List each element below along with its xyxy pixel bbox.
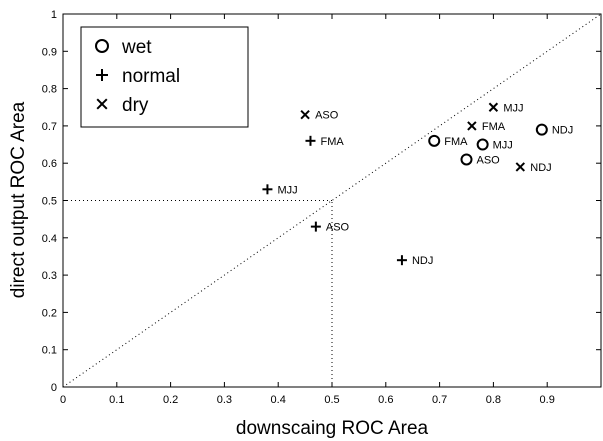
y-tick-label: 0.3 [42,270,57,282]
x-tick-label: 0.2 [163,394,178,406]
x-tick-label: 0.8 [486,394,501,406]
y-tick-label: 0.9 [42,46,57,58]
point-label: ASO [315,110,339,122]
legend-marker-normal [96,69,108,81]
point-label: MJJ [277,184,297,196]
x-tick-label: 0.1 [109,394,124,406]
dry-point-mjj [488,102,499,112]
y-tick-label: 0.2 [42,307,57,319]
x-tick-label: 0.4 [271,394,286,406]
legend-marker-dry [96,98,108,110]
x-tick-label: 0.7 [432,394,447,406]
x-tick-label: 0.9 [540,394,555,406]
normal-point-ndj [396,255,407,266]
dry-point-ndj [515,162,526,172]
y-tick-label: 0.4 [42,233,57,245]
point-label: ASO [326,222,350,234]
point-label: NDJ [552,125,573,137]
legend-marker-wet [95,39,109,53]
normal-point-aso [310,221,321,232]
dry-point-aso [300,110,310,120]
point-label: NDJ [412,255,433,267]
axis-ticks: 0 0.1 0.2 0.3 0.4 0.5 0.6 0.7 0.8 0.9 0 0.1 0.2 0.3 0.… [42,9,601,406]
y-tick-label: 0.5 [42,196,57,208]
reference-lines [62,13,602,388]
data-points: FMA MJJ ASO NDJ FMA MJJ ASO NDJ ASO FMA MJJ NDJ [262,102,573,267]
legend-entry-wet: wet [121,37,152,58]
point-label: ASO [477,154,501,166]
wet-point-fma [428,134,441,147]
point-label: MJJ [493,140,513,152]
point-label: FMA [482,121,506,133]
point-label: MJJ [503,102,523,114]
y-tick-label: 0.1 [42,345,57,357]
normal-point-mjj [262,184,273,195]
y-tick-label: 0 [51,382,57,394]
legend-box [80,26,249,128]
y-axis-label: direct output ROC Area [8,101,29,298]
wet-point-aso [460,153,473,166]
y-tick-label: 0.7 [42,121,57,133]
legend-entry-normal: normal [122,66,180,87]
x-tick-label: 0.5 [324,394,339,406]
y-tick-label: 0.8 [42,84,57,96]
y-tick-label: 0.6 [42,158,57,170]
point-label: NDJ [530,162,551,174]
wet-point-ndj [535,123,548,136]
wet-point-mjj [476,138,489,151]
y-tick-label: 1 [51,9,57,21]
x-tick-label: 0 [60,394,66,406]
legend: wet normal dry [80,26,249,128]
dry-point-fma [467,121,477,131]
point-label: FMA [320,136,344,148]
point-label: FMA [444,136,468,148]
normal-point-fma [305,135,316,146]
x-axis-label: downscaing ROC Area [236,418,429,439]
x-tick-label: 0.3 [217,394,232,406]
x-tick-label: 0.6 [378,394,393,406]
legend-entry-dry: dry [122,95,149,116]
